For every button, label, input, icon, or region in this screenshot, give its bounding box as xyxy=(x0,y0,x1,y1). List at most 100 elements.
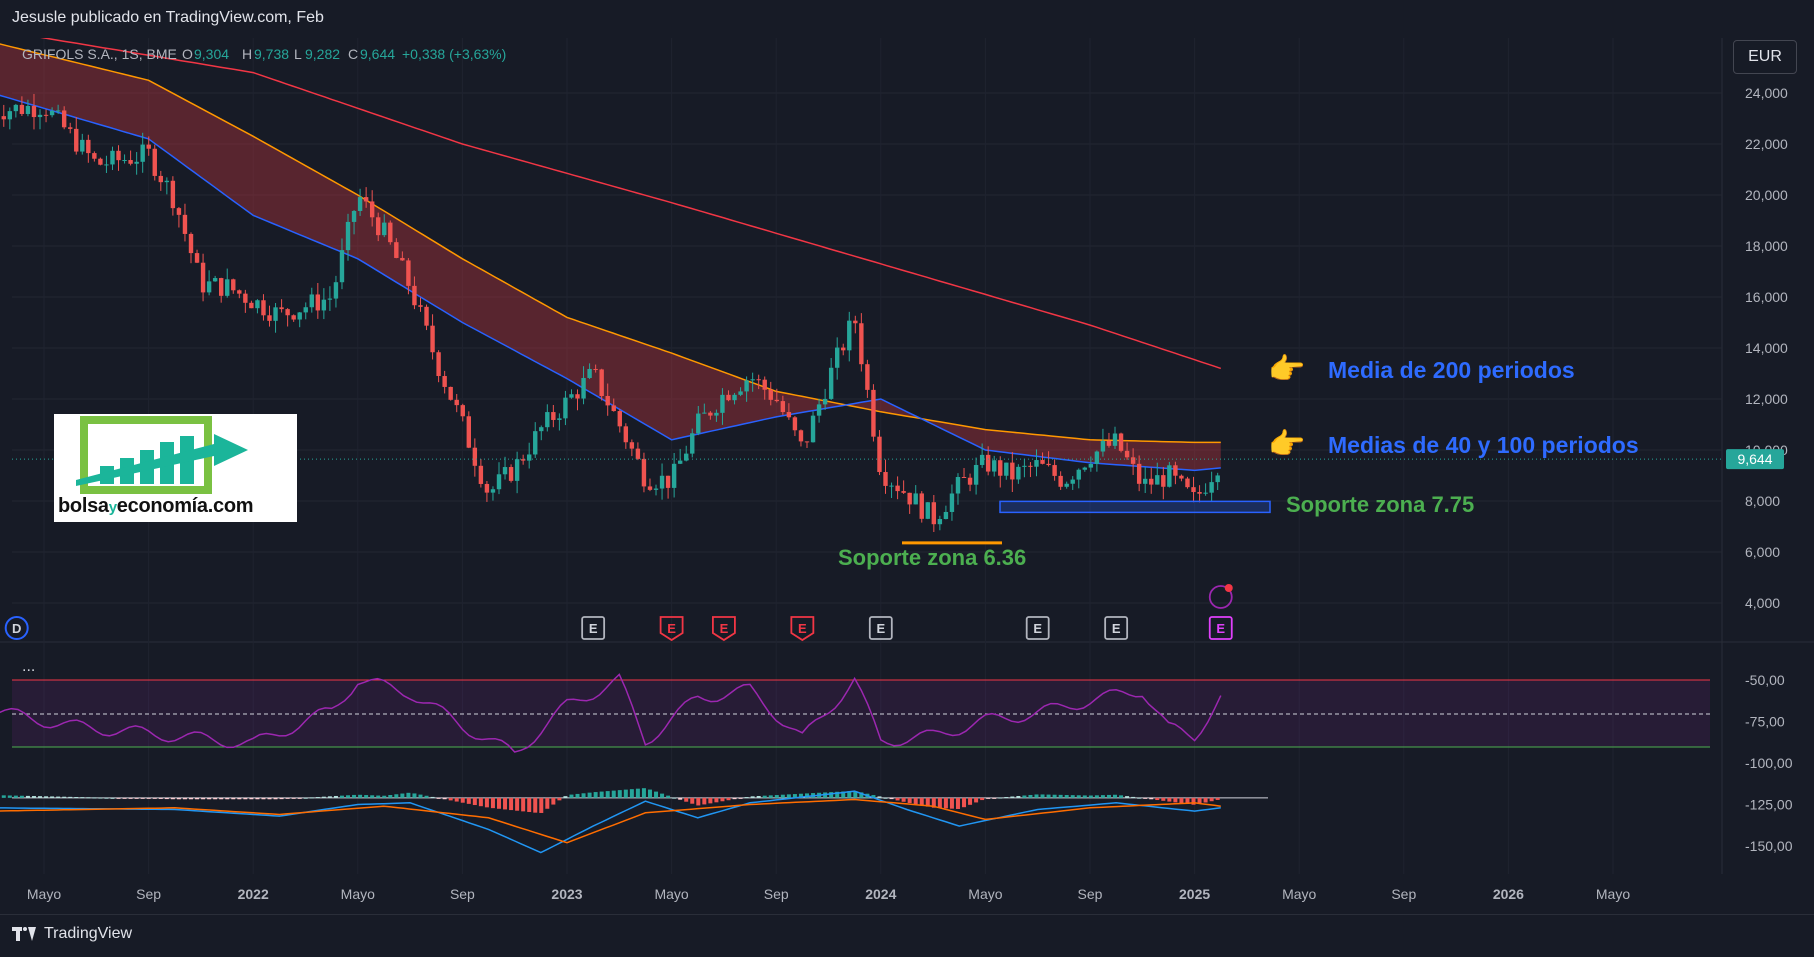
candle-body[interactable] xyxy=(369,201,375,218)
candle-body[interactable] xyxy=(810,415,816,443)
candle-body[interactable] xyxy=(267,315,272,321)
candle-body[interactable] xyxy=(128,160,133,164)
candle-body[interactable] xyxy=(756,379,761,381)
candle-body[interactable] xyxy=(659,475,665,489)
ma100-line[interactable] xyxy=(0,42,1221,444)
candle-body[interactable] xyxy=(720,394,725,413)
candle-body[interactable] xyxy=(466,416,472,448)
candle-body[interactable] xyxy=(822,398,828,405)
candle-body[interactable] xyxy=(454,399,459,406)
candle-body[interactable] xyxy=(623,426,629,443)
candle-body[interactable] xyxy=(508,467,514,481)
candle-body[interactable] xyxy=(1106,440,1112,446)
candle-body[interactable] xyxy=(732,394,737,401)
upcoming-event-icon[interactable] xyxy=(1208,585,1233,609)
candle-body[interactable] xyxy=(388,222,393,243)
candle-body[interactable] xyxy=(1082,467,1088,470)
candle-body[interactable] xyxy=(478,465,484,484)
candle-body[interactable] xyxy=(1191,487,1196,493)
rsi-line[interactable] xyxy=(0,673,1222,753)
candle-body[interactable] xyxy=(418,305,423,307)
candle-body[interactable] xyxy=(587,368,592,378)
candle-body[interactable] xyxy=(913,493,918,505)
candle-body[interactable] xyxy=(1052,465,1057,476)
candle-body[interactable] xyxy=(1215,475,1220,483)
candle-body[interactable] xyxy=(231,279,236,291)
candle-body[interactable] xyxy=(490,489,496,493)
candle-body[interactable] xyxy=(859,323,864,365)
candle-body[interactable] xyxy=(1076,469,1081,480)
candle-body[interactable] xyxy=(865,364,870,390)
candle-body[interactable] xyxy=(225,279,230,296)
earnings-marker[interactable] xyxy=(712,616,736,642)
candle-body[interactable] xyxy=(345,221,351,251)
macd-signal-line[interactable] xyxy=(0,798,1221,844)
candle-body[interactable] xyxy=(146,144,151,149)
candle-body[interactable] xyxy=(599,369,604,396)
candle-body[interactable] xyxy=(116,150,121,161)
candle-body[interactable] xyxy=(979,454,985,465)
candle-body[interactable] xyxy=(37,114,43,118)
candle-body[interactable] xyxy=(315,294,321,311)
candle-body[interactable] xyxy=(1034,460,1039,467)
candle-body[interactable] xyxy=(853,320,858,324)
candle-body[interactable] xyxy=(557,418,562,420)
candle-body[interactable] xyxy=(834,347,840,368)
candle-body[interactable] xyxy=(1155,475,1160,485)
candle-body[interactable] xyxy=(194,253,200,263)
candle-body[interactable] xyxy=(218,278,224,296)
candle-body[interactable] xyxy=(919,493,924,519)
candle-body[interactable] xyxy=(110,150,115,165)
candle-body[interactable] xyxy=(593,368,598,370)
candle-body[interactable] xyxy=(382,222,387,236)
candle-body[interactable] xyxy=(1142,478,1148,484)
candle-body[interactable] xyxy=(363,197,369,202)
candle-body[interactable] xyxy=(708,412,713,416)
candle-body[interactable] xyxy=(351,210,357,222)
candle-body[interactable] xyxy=(1046,463,1051,466)
candle-body[interactable] xyxy=(1094,451,1100,464)
candle-body[interactable] xyxy=(1173,465,1178,476)
candle-body[interactable] xyxy=(98,158,103,165)
candle-body[interactable] xyxy=(647,486,653,490)
dividend-marker[interactable] xyxy=(4,616,29,640)
candle-body[interactable] xyxy=(961,476,967,478)
candle-body[interactable] xyxy=(1161,475,1166,487)
candle-body[interactable] xyxy=(726,394,731,401)
candle-body[interactable] xyxy=(333,282,339,299)
candle-body[interactable] xyxy=(871,389,876,437)
candle-body[interactable] xyxy=(985,454,991,472)
candle-body[interactable] xyxy=(617,411,622,427)
candle-body[interactable] xyxy=(188,233,194,254)
candle-body[interactable] xyxy=(74,128,79,152)
candle-body[interactable] xyxy=(1016,466,1021,480)
candle-body[interactable] xyxy=(569,394,574,398)
candle-body[interactable] xyxy=(86,139,91,154)
candle-body[interactable] xyxy=(949,493,955,512)
candle-body[interactable] xyxy=(943,511,949,520)
candle-body[interactable] xyxy=(629,442,635,449)
candle-body[interactable] xyxy=(1209,482,1214,493)
candle-body[interactable] xyxy=(249,302,254,309)
candle-body[interactable] xyxy=(690,433,695,454)
candle-body[interactable] xyxy=(563,397,568,419)
candle-body[interactable] xyxy=(792,417,798,431)
candle-body[interactable] xyxy=(973,464,979,485)
candle-body[interactable] xyxy=(1149,478,1154,485)
candle-body[interactable] xyxy=(25,105,31,114)
candle-body[interactable] xyxy=(877,436,882,473)
candle-body[interactable] xyxy=(212,278,218,282)
candle-body[interactable] xyxy=(889,485,894,487)
candle-body[interactable] xyxy=(255,300,260,309)
candle-body[interactable] xyxy=(92,153,97,159)
candle-body[interactable] xyxy=(158,175,163,183)
candle-body[interactable] xyxy=(285,309,290,316)
candle-body[interactable] xyxy=(653,488,659,490)
candle-body[interactable] xyxy=(430,325,435,353)
candle-body[interactable] xyxy=(448,386,453,400)
candle-body[interactable] xyxy=(200,262,206,293)
candle-body[interactable] xyxy=(955,476,961,494)
candle-body[interactable] xyxy=(134,161,139,164)
earnings-marker[interactable] xyxy=(1104,616,1129,640)
candle-body[interactable] xyxy=(1022,465,1027,467)
